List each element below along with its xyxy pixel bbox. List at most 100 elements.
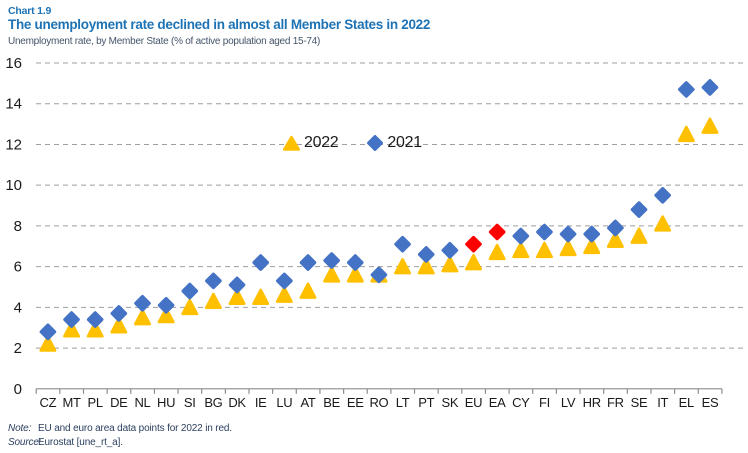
x-category-label: PL bbox=[88, 395, 103, 410]
note-label: Note: bbox=[8, 423, 32, 434]
data-point-2022-EL bbox=[677, 125, 695, 143]
data-point-2022-DK bbox=[228, 288, 246, 305]
data-point-2021-RO bbox=[370, 266, 388, 284]
data-point-2021-BE bbox=[323, 252, 340, 269]
data-point-2021-HR bbox=[583, 225, 601, 243]
y-tick-label: 14 bbox=[5, 96, 22, 113]
data-point-2021-CY bbox=[512, 227, 530, 245]
y-tick-label: 0 bbox=[14, 381, 22, 398]
data-point-2022-FR bbox=[606, 231, 624, 248]
y-tick-label: 2 bbox=[14, 340, 22, 357]
data-point-2021-LU bbox=[276, 272, 293, 290]
x-category-label: LV bbox=[561, 395, 576, 410]
data-point-2022-SK bbox=[441, 255, 459, 273]
data-point-2021-MT bbox=[63, 311, 80, 328]
x-category-label: EA bbox=[489, 395, 506, 410]
data-point-2022-ES bbox=[701, 117, 719, 134]
x-category-label: IE bbox=[255, 395, 267, 410]
source-text: Eurostat [une_rt_a]. bbox=[38, 437, 123, 448]
data-point-2022-EE bbox=[346, 266, 364, 283]
data-point-2022-MT bbox=[63, 321, 81, 338]
x-category-label: LU bbox=[276, 395, 292, 410]
data-point-2021-DK bbox=[228, 276, 246, 294]
x-category-label: FI bbox=[539, 395, 550, 410]
data-point-2021-FR bbox=[607, 219, 624, 237]
y-tick-label: 12 bbox=[5, 136, 22, 153]
x-category-label: IT bbox=[657, 395, 668, 410]
y-tick-label: 10 bbox=[5, 177, 22, 194]
x-category-label: HU bbox=[157, 395, 175, 410]
x-category-label: LT bbox=[396, 395, 410, 410]
legend-item-2022: 2022 bbox=[283, 134, 339, 152]
data-point-2021-IT bbox=[654, 187, 671, 204]
data-point-2022-BG bbox=[204, 292, 222, 310]
source-label: Source: bbox=[8, 437, 42, 448]
data-point-2022-SE bbox=[630, 227, 648, 244]
data-point-2021-BG bbox=[205, 272, 222, 290]
data-point-2022-IE bbox=[252, 288, 270, 305]
data-point-2022-HU bbox=[157, 306, 175, 324]
data-point-2022-CZ bbox=[39, 335, 57, 352]
data-point-2021-SI bbox=[181, 282, 199, 300]
x-category-label: SK bbox=[441, 395, 458, 410]
data-point-2021-NL bbox=[134, 294, 151, 312]
data-point-2021-EA-highlighted bbox=[488, 223, 506, 241]
data-point-2021-CZ bbox=[39, 323, 57, 341]
x-category-label: MT bbox=[62, 395, 81, 410]
chart-subtitle: Unemployment rate, by Member State (% of… bbox=[8, 36, 321, 47]
y-tick-label: 8 bbox=[14, 218, 22, 235]
x-category-label: HR bbox=[583, 395, 601, 410]
data-point-2022-LV bbox=[559, 239, 577, 257]
x-category-label: RO bbox=[369, 395, 388, 410]
x-category-label: SI bbox=[184, 395, 196, 410]
legend-item-2021: 2021 bbox=[367, 134, 422, 152]
source: Source:Eurostat [une_rt_a]. bbox=[8, 437, 123, 448]
x-category-label: CZ bbox=[40, 395, 57, 410]
data-point-2021-EL bbox=[678, 81, 695, 98]
page-title: The unemployment rate declined in almost… bbox=[8, 17, 431, 32]
data-point-2021-AT bbox=[299, 254, 317, 271]
data-point-2021-LV bbox=[559, 225, 577, 243]
x-category-label: DK bbox=[228, 395, 246, 410]
data-point-2022-AT bbox=[299, 282, 317, 299]
data-point-2021-HU bbox=[157, 297, 175, 314]
data-point-2022-PT bbox=[417, 258, 435, 275]
data-point-2021-EU-highlighted bbox=[465, 235, 482, 253]
note: Note: EU and euro area data points for 20… bbox=[8, 423, 232, 434]
data-point-2021-PL bbox=[86, 311, 104, 328]
chart-number: Chart 1.9 bbox=[8, 5, 52, 17]
legend: 2022 2021 bbox=[283, 134, 422, 152]
data-point-2022-IT bbox=[654, 215, 672, 232]
x-category-label: DE bbox=[110, 395, 128, 410]
x-category-label: EE bbox=[347, 395, 364, 410]
x-category-label: BE bbox=[323, 395, 340, 410]
data-point-2021-PT bbox=[417, 246, 435, 263]
x-category-label: AT bbox=[300, 395, 315, 410]
data-point-2022-DE bbox=[110, 317, 128, 334]
x-category-label: NL bbox=[134, 395, 150, 410]
data-point-2021-SE bbox=[630, 201, 648, 218]
data-point-2022-CY bbox=[512, 241, 530, 259]
x-category-label: ES bbox=[702, 395, 719, 410]
data-point-2022-EU bbox=[465, 253, 483, 271]
data-point-2022-NL bbox=[133, 308, 151, 326]
data-point-2021-DE bbox=[110, 305, 128, 322]
triangle-2022-icon bbox=[283, 135, 300, 151]
y-tick-label: 16 bbox=[5, 55, 22, 72]
data-point-2022-LT bbox=[394, 258, 412, 275]
y-tick-label: 4 bbox=[14, 299, 22, 316]
data-point-2021-IE bbox=[252, 254, 270, 271]
data-point-2021-LT bbox=[394, 235, 411, 253]
x-category-label: BG bbox=[204, 395, 222, 410]
x-category-label: CY bbox=[512, 395, 530, 410]
legend-label-2022: 2022 bbox=[304, 134, 339, 151]
diamond-2021-icon bbox=[367, 135, 384, 151]
legend-label-2021: 2021 bbox=[387, 134, 422, 151]
data-point-2021-SK bbox=[441, 242, 459, 259]
data-point-2021-EE bbox=[346, 254, 364, 271]
x-category-label: PT bbox=[418, 395, 434, 410]
data-point-2022-PL bbox=[86, 321, 104, 338]
x-category-label: EL bbox=[679, 395, 694, 410]
